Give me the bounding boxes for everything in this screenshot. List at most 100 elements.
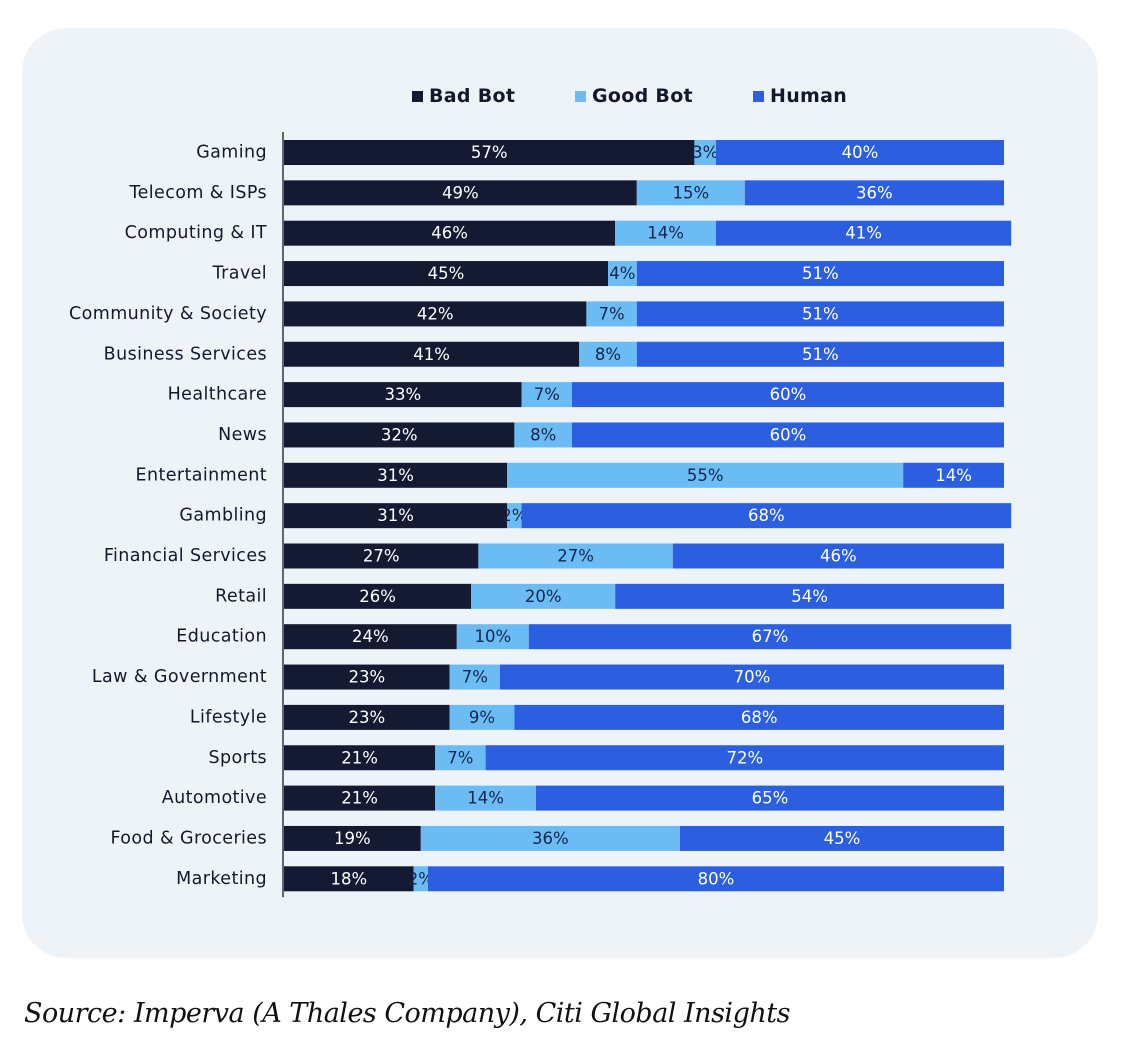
- category-label-gaming: Gaming: [196, 143, 267, 163]
- data-label-bad-bot-financial-services: 27%: [363, 547, 400, 566]
- bar-good-bot-entertainment: [507, 462, 904, 488]
- bar-bad-bot-community-and-society: [284, 301, 587, 327]
- bar-bad-bot-marketing: [284, 866, 414, 892]
- bar-bad-bot-gaming: [284, 140, 695, 165]
- category-label-community-and-society: Community & Society: [69, 304, 267, 324]
- bar-human-food-and-groceries: [680, 825, 1004, 851]
- data-label-bad-bot-business-services: 41%: [413, 345, 450, 364]
- data-label-good-bot-telecom-and-isps: 15%: [672, 183, 709, 202]
- category-label-telecom-and-isps: Telecom & ISPs: [129, 183, 268, 203]
- bar-human-computing-and-it: [716, 220, 1012, 246]
- bar-human-business-services: [636, 341, 1004, 367]
- data-label-bad-bot-marketing: 18%: [330, 869, 367, 888]
- bar-good-bot-news: [514, 422, 572, 448]
- stacked-bar-chart: Gaming 57% 3% 40% Telecom & ISPs 49% 15% 36% Com…: [69, 132, 1012, 898]
- bar-bad-bot-gambling: [284, 503, 508, 529]
- bar-good-bot-telecom-and-isps: [636, 180, 745, 206]
- data-label-bad-bot-news: 32%: [381, 425, 418, 444]
- data-label-bad-bot-telecom-and-isps: 49%: [442, 183, 479, 202]
- data-label-bad-bot-law-and-government: 23%: [348, 668, 385, 687]
- data-label-human-healthcare: 60%: [770, 385, 807, 404]
- legend-item-good-bot: Good Bot: [575, 82, 693, 110]
- data-label-bad-bot-food-and-groceries: 19%: [334, 829, 371, 848]
- data-label-human-gambling: 68%: [748, 506, 785, 525]
- data-label-human-travel: 51%: [802, 264, 839, 283]
- category-label-sports: Sports: [209, 748, 268, 768]
- category-label-travel: Travel: [212, 264, 267, 284]
- category-label-law-and-government: Law & Government: [92, 667, 267, 687]
- data-label-human-automotive: 65%: [752, 789, 789, 808]
- category-label-entertainment: Entertainment: [136, 465, 267, 485]
- category-label-gambling: Gambling: [179, 506, 267, 526]
- bar-good-bot-gaming: [694, 140, 716, 165]
- data-label-bad-bot-gaming: 57%: [471, 143, 508, 162]
- bar-human-telecom-and-isps: [744, 180, 1004, 206]
- bar-human-automotive: [536, 785, 1004, 811]
- bar-good-bot-retail: [471, 583, 616, 609]
- category-label-food-and-groceries: Food & Groceries: [110, 828, 267, 848]
- bar-bad-bot-education: [284, 624, 457, 650]
- bar-bad-bot-sports: [284, 745, 436, 771]
- data-label-good-bot-automotive: 14%: [467, 789, 504, 808]
- category-label-news: News: [218, 425, 267, 445]
- data-label-bad-bot-entertainment: 31%: [377, 466, 414, 485]
- bar-bad-bot-food-and-groceries: [284, 825, 421, 851]
- data-label-human-food-and-groceries: 45%: [824, 829, 861, 848]
- bar-human-sports: [485, 745, 1005, 771]
- bar-bad-bot-lifestyle: [284, 704, 450, 730]
- data-label-bad-bot-sports: 21%: [341, 748, 378, 767]
- data-label-bad-bot-healthcare: 33%: [384, 385, 421, 404]
- bar-human-healthcare: [572, 382, 1004, 408]
- bar-good-bot-automotive: [435, 785, 536, 811]
- bar-human-marketing: [428, 866, 1004, 892]
- data-label-good-bot-marketing: 2%: [408, 869, 434, 888]
- bar-good-bot-sports: [435, 745, 486, 771]
- chart-legend: Bad Bot Good Bot Human: [0, 82, 1148, 110]
- bar-good-bot-law-and-government: [449, 664, 500, 690]
- category-label-retail: Retail: [215, 586, 267, 606]
- category-label-computing-and-it: Computing & IT: [125, 223, 267, 243]
- bar-bad-bot-travel: [284, 261, 608, 287]
- bar-human-law-and-government: [500, 664, 1004, 690]
- data-label-human-financial-services: 46%: [820, 547, 857, 566]
- bar-human-lifestyle: [514, 704, 1004, 730]
- data-label-bad-bot-community-and-society: 42%: [417, 304, 454, 323]
- bar-good-bot-gambling: [507, 503, 522, 529]
- data-label-human-marketing: 80%: [698, 869, 735, 888]
- legend-label-good-bot: Good Bot: [592, 85, 693, 107]
- data-label-bad-bot-lifestyle: 23%: [348, 708, 385, 727]
- data-label-good-bot-food-and-groceries: 36%: [532, 829, 569, 848]
- data-label-good-bot-financial-services: 27%: [557, 547, 594, 566]
- data-label-bad-bot-retail: 26%: [359, 587, 396, 606]
- data-label-good-bot-healthcare: 7%: [534, 385, 560, 404]
- data-label-human-retail: 54%: [791, 587, 828, 606]
- bar-bad-bot-retail: [284, 583, 472, 609]
- data-label-human-news: 60%: [770, 425, 807, 444]
- data-label-human-community-and-society: 51%: [802, 304, 839, 323]
- bar-bad-bot-healthcare: [284, 382, 522, 408]
- data-label-good-bot-entertainment: 55%: [687, 466, 724, 485]
- data-label-human-education: 67%: [752, 627, 789, 646]
- bar-bad-bot-business-services: [284, 341, 580, 367]
- category-label-automotive: Automotive: [162, 788, 267, 808]
- data-label-human-telecom-and-isps: 36%: [856, 183, 893, 202]
- data-label-bad-bot-automotive: 21%: [341, 789, 378, 808]
- bar-good-bot-food-and-groceries: [420, 825, 680, 851]
- data-label-human-business-services: 51%: [802, 345, 839, 364]
- bar-human-gaming: [716, 140, 1004, 165]
- data-label-good-bot-law-and-government: 7%: [462, 668, 488, 687]
- bar-good-bot-financial-services: [478, 543, 673, 569]
- legend-swatch-good-bot: [575, 90, 586, 102]
- data-label-good-bot-community-and-society: 7%: [599, 304, 625, 323]
- data-label-bad-bot-education: 24%: [352, 627, 389, 646]
- source-caption: Source: Imperva (A Thales Company), Citi…: [24, 998, 790, 1029]
- data-label-bad-bot-travel: 45%: [428, 264, 465, 283]
- bar-human-entertainment: [903, 462, 1004, 488]
- data-label-human-computing-and-it: 41%: [845, 224, 882, 243]
- bar-good-bot-education: [456, 624, 529, 650]
- category-label-marketing: Marketing: [176, 869, 267, 889]
- data-label-good-bot-retail: 20%: [525, 587, 562, 606]
- bar-human-education: [528, 624, 1012, 650]
- data-label-good-bot-business-services: 8%: [595, 345, 621, 364]
- data-label-good-bot-gambling: 2%: [501, 506, 527, 525]
